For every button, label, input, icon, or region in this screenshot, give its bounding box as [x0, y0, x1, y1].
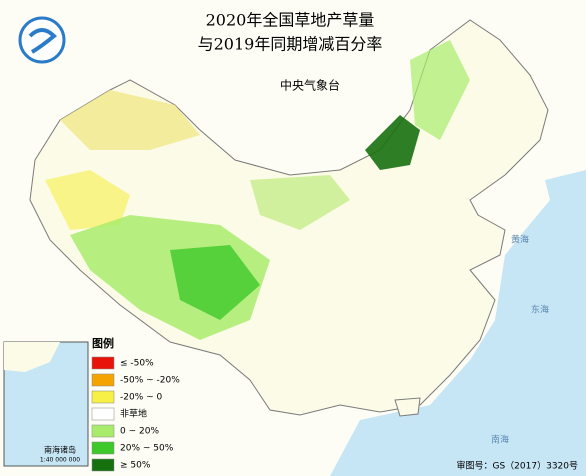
- sea-label: 南海: [491, 434, 509, 446]
- sea-label: 黄海: [511, 234, 529, 246]
- legend-label: -50% ~ -20%: [120, 376, 180, 386]
- legend-label: ≥ 50%: [120, 461, 151, 471]
- grass-patch: [60, 90, 200, 150]
- hainan: [394, 397, 421, 417]
- legend-title: 图例: [92, 336, 114, 350]
- legend-swatch: [91, 458, 115, 472]
- title-line: 2020年全国草地产草量: [206, 11, 375, 30]
- legend-label: 20% ~ 50%: [120, 444, 174, 454]
- title-line: 与2019年同期增减百分率: [198, 35, 383, 54]
- inset-land: [4, 342, 60, 372]
- grass-patch: [250, 175, 350, 230]
- logo-mark: [28, 28, 57, 54]
- inset-scale: 1:40 000 000: [40, 457, 80, 464]
- legend-label: 0 ~ 20%: [120, 427, 159, 437]
- sea-label: 东海: [531, 304, 549, 316]
- legend: 图例 ≤ -50% -50% ~ -20% -20% ~ 0 非草地 0 ~ 20% 20…: [91, 336, 180, 472]
- legend-swatch: [91, 441, 115, 455]
- grass-patch: [410, 40, 470, 140]
- inset: 南海诸岛 1:40 000 000: [3, 341, 89, 467]
- sea: [330, 170, 586, 476]
- agency: 中央气象台: [280, 78, 340, 93]
- legend-swatch: [91, 390, 115, 404]
- grass-patch: [45, 170, 130, 230]
- legend-label: -20% ~ 0: [120, 393, 163, 403]
- legend-swatch: [91, 407, 115, 421]
- inset-label: 南海诸岛: [44, 445, 76, 455]
- grass-patch: [170, 245, 260, 320]
- grass-patch: [365, 115, 420, 170]
- legend-label: 非草地: [120, 408, 147, 420]
- legend-swatch: [91, 373, 115, 387]
- legend-swatch: [91, 356, 115, 370]
- legend-label: ≤ -50%: [120, 359, 154, 369]
- approval-number: 审图号：GS（2017）3320号: [457, 460, 579, 472]
- logo: [18, 16, 66, 64]
- legend-swatch: [91, 424, 115, 438]
